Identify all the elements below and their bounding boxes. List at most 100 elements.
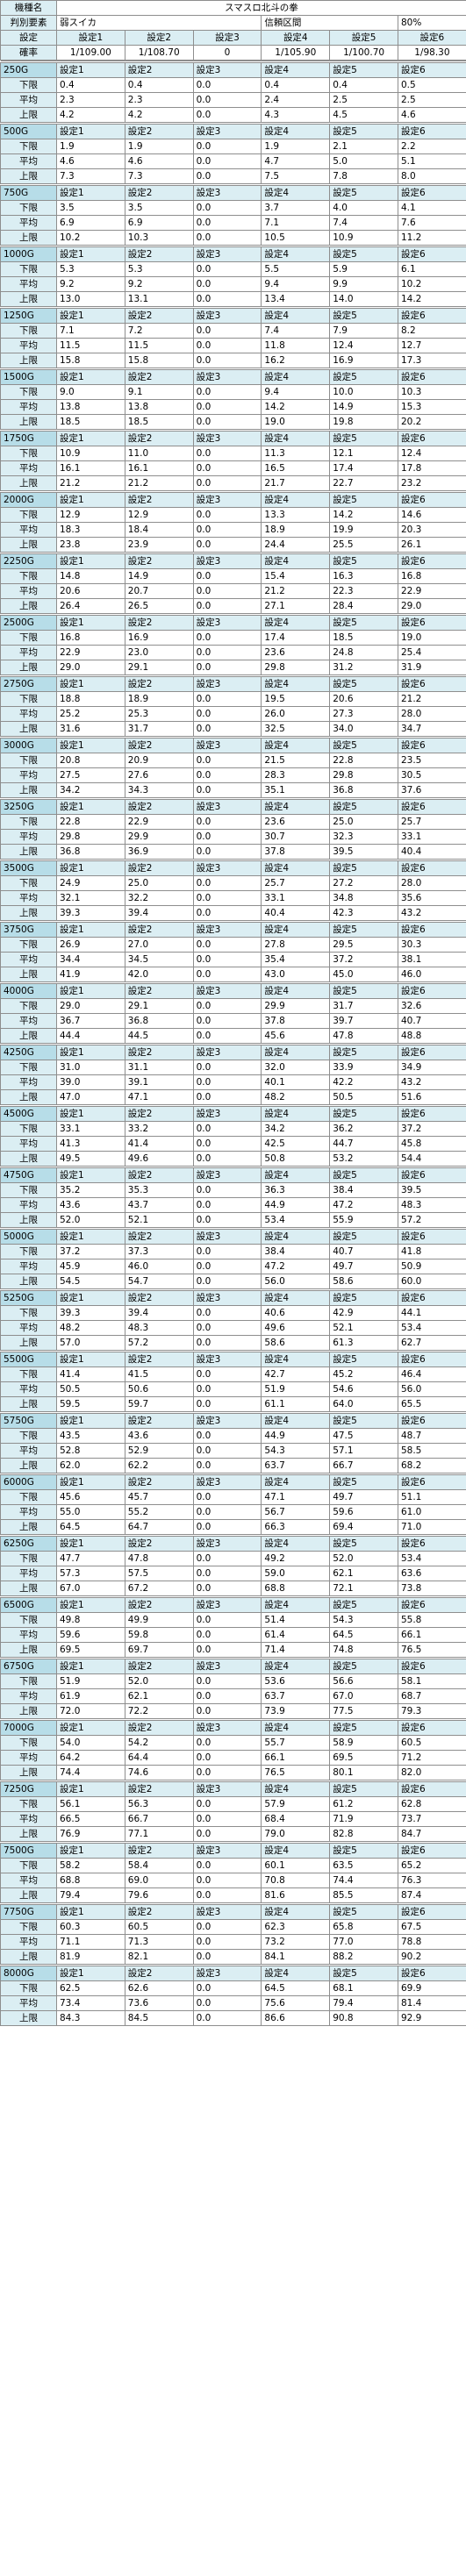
setting-header: 設定3	[192, 1781, 262, 1797]
value-cell: 0.0	[192, 1873, 262, 1888]
setting-header: 設定4	[261, 738, 331, 753]
setting-header: 設定5	[329, 983, 398, 999]
value-cell: 39.5	[397, 1182, 466, 1198]
value-cell: 0.0	[192, 1612, 262, 1628]
value-cell: 0.0	[192, 1566, 262, 1581]
value-cell: 67.2	[124, 1581, 194, 1596]
value-cell: 53.2	[329, 1151, 398, 1167]
setting-header: 設定1	[56, 1106, 125, 1122]
value-cell: 68.7	[397, 1688, 466, 1704]
setting-header: 設定2	[124, 185, 194, 201]
value-cell: 44.9	[261, 1197, 331, 1213]
value-cell: 59.6	[329, 1504, 398, 1520]
value-cell: 61.9	[56, 1688, 125, 1704]
value-cell: 34.8	[329, 890, 398, 906]
row-label: 平均	[0, 1934, 57, 1950]
setting-header: 設定2	[124, 1720, 194, 1736]
value-cell: 35.4	[261, 952, 331, 967]
value-cell: 2.5	[397, 92, 466, 108]
setting-header: 設定6	[397, 553, 466, 569]
value-cell: 44.7	[329, 1136, 398, 1152]
value-cell: 34.2	[261, 1121, 331, 1137]
value-cell: 24.4	[261, 537, 331, 553]
value-cell: 25.4	[397, 645, 466, 660]
value-cell: 3.5	[124, 200, 194, 216]
setting-header: 設定1	[56, 308, 125, 324]
block-header-row: 3250G 設定1 設定2 設定3 設定4 設定5 設定6	[0, 799, 466, 815]
value-cell: 45.8	[397, 1136, 466, 1152]
table-row: 平均 22.9 23.0 0.0 23.6 24.8 25.4	[0, 645, 466, 660]
value-cell: 0.0	[192, 1074, 262, 1090]
value-cell: 0.0	[192, 1980, 262, 1996]
block-header-row: 3500G 設定1 設定2 設定3 設定4 設定5 設定6	[0, 860, 466, 876]
value-cell: 10.2	[56, 230, 125, 246]
table-row: 上限 13.0 13.1 0.0 13.4 14.0 14.2	[0, 291, 466, 307]
value-cell: 51.9	[261, 1381, 331, 1397]
value-cell: 22.7	[329, 475, 398, 491]
setting-header: 設定3	[192, 1352, 262, 1367]
game-count-label: 2000G	[0, 492, 57, 508]
value-cell: 71.3	[124, 1934, 194, 1950]
table-row: 上限 23.8 23.9 0.0 24.4 25.5 26.1	[0, 537, 466, 553]
value-cell: 0.0	[192, 338, 262, 353]
setting-header: 設定5	[329, 615, 398, 631]
row-label: 下限	[0, 568, 57, 584]
setting-header: 設定3	[192, 1413, 262, 1429]
value-cell: 14.0	[329, 291, 398, 307]
game-count-label: 4250G	[0, 1045, 57, 1060]
block-header-row: 5000G 設定1 設定2 設定3 設定4 設定5 設定6	[0, 1229, 466, 1245]
value-cell: 49.6	[261, 1320, 331, 1336]
table-row: 下限 41.4 41.5 0.0 42.7 45.2 46.4	[0, 1366, 466, 1382]
value-cell: 54.4	[397, 1151, 466, 1167]
value-cell: 54.0	[56, 1735, 125, 1751]
value-cell: 33.2	[124, 1121, 194, 1137]
value-cell: 71.2	[397, 1750, 466, 1766]
table-row: 下限 16.8 16.9 0.0 17.4 18.5 19.0	[0, 630, 466, 646]
value-cell: 81.6	[261, 1887, 331, 1903]
table-row: 平均 34.4 34.5 0.0 35.4 37.2 38.1	[0, 952, 466, 967]
value-cell: 74.6	[124, 1765, 194, 1780]
value-cell: 36.8	[329, 782, 398, 798]
value-cell: 80.1	[329, 1765, 398, 1780]
value-cell: 54.7	[124, 1274, 194, 1289]
value-cell: 13.0	[56, 291, 125, 307]
value-cell: 17.3	[397, 353, 466, 368]
value-cell: 69.5	[56, 1642, 125, 1658]
value-cell: 0.0	[192, 1919, 262, 1935]
table-row: 平均 50.5 50.6 0.0 51.9 54.6 56.0	[0, 1381, 466, 1397]
value-cell: 84.7	[397, 1826, 466, 1842]
value-cell: 4.5	[329, 107, 398, 123]
value-cell: 66.1	[397, 1627, 466, 1643]
setting-header: 設定5	[329, 30, 398, 46]
value-cell: 19.5	[261, 691, 331, 707]
row-label: 下限	[0, 1060, 57, 1075]
value-cell: 39.3	[56, 1305, 125, 1321]
game-count-label: 2750G	[0, 676, 57, 692]
table-row: 平均 18.3 18.4 0.0 18.9 19.9 20.3	[0, 522, 466, 538]
value-cell: 32.1	[56, 890, 125, 906]
row-label: 上限	[0, 1458, 57, 1474]
setting-header: 設定1	[56, 1167, 125, 1183]
value-cell: 17.4	[261, 630, 331, 646]
value-cell: 36.2	[329, 1121, 398, 1137]
row-label: 上限	[0, 1949, 57, 1965]
setting-header: 設定5	[329, 1413, 398, 1429]
value-cell: 6.1	[397, 261, 466, 277]
table-row: 平均 13.8 13.8 0.0 14.2 14.9 15.3	[0, 399, 466, 415]
row-label: 上限	[0, 721, 57, 737]
value-cell: 0.0	[192, 139, 262, 154]
value-cell: 0.4	[124, 77, 194, 93]
block-header-row: 1750G 設定1 設定2 設定3 設定4 設定5 設定6	[0, 431, 466, 446]
setting-header: 設定4	[261, 1106, 331, 1122]
value-cell: 55.8	[397, 1612, 466, 1628]
table-row: 上限 4.2 4.2 0.0 4.3 4.5 4.6	[0, 107, 466, 123]
value-cell: 34.4	[56, 952, 125, 967]
value-cell: 64.5	[56, 1519, 125, 1535]
value-cell: 39.5	[329, 844, 398, 860]
value-cell: 7.2	[124, 323, 194, 339]
value-cell: 19.0	[397, 630, 466, 646]
value-cell: 79.4	[329, 1995, 398, 2011]
row-label: 平均	[0, 1566, 57, 1581]
value-cell: 0.0	[192, 1089, 262, 1105]
row-label: 下限	[0, 998, 57, 1014]
